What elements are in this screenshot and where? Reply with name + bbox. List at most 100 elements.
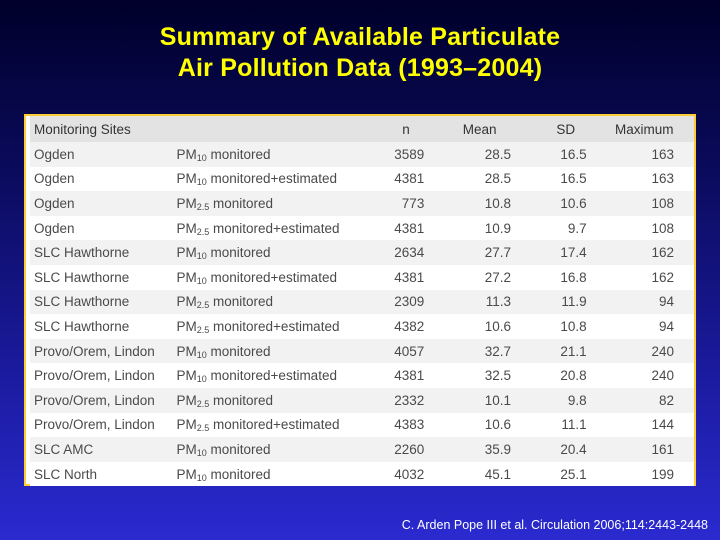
cell-sd: 20.4 [560,441,587,457]
header-sd: SD [556,121,576,137]
cell-maximum: 161 [651,441,674,457]
cell-pm-label: PM [176,343,197,359]
cell-site: Ogden [34,146,75,162]
cell-pm-desc: monitored [209,392,274,408]
cell-pm-label: PM [176,417,197,433]
cell-pm-size: 10 [196,374,207,385]
cell-sd: 16.5 [560,146,587,162]
cell-site: SLC North [34,466,98,482]
table-row: Ogden PM10 monitored+estimated 4381 28.5 16.… [30,166,694,192]
cell-pm-size: 10 [196,251,207,262]
cell-sd: 17.4 [560,245,587,261]
cell-n: 4032 [394,466,425,482]
cell-mean: 27.7 [484,245,512,261]
cell-pollutant: PM10 monitored+estimated [177,265,358,290]
table-row: Provo/Orem, Lindon PM10 monitored 4057 32.7… [30,338,694,364]
cell-pm-size: 10 [196,177,207,188]
cell-pm-desc: monitored+estimated [206,269,337,285]
cell-maximum: 162 [651,245,674,261]
cell-pollutant: PM10 monitored+estimated [177,363,358,388]
cell-mean: 35.9 [484,441,512,457]
table-row: Ogden PM2.5 monitored 773 10.8 10.6 108 [30,191,694,216]
cell-pollutant: PM10 monitored [177,339,358,364]
cell-sd: 25.1 [560,466,587,482]
cell-maximum: 163 [651,171,674,187]
cell-site: SLC Hawthorne [34,318,130,334]
cell-pm-label: PM [176,441,197,457]
cell-site: Provo/Orem, Lindon [34,368,155,384]
header-monitoring-sites: Monitoring Sites [34,121,131,137]
cell-site: SLC AMC [34,441,94,457]
data-table-panel: Monitoring Sites n Mean SD Maximum Ogden… [24,114,696,487]
cell-sd: 9.8 [567,392,587,408]
cell-sd: 11.9 [561,294,587,310]
header-maximum: Maximum [615,121,674,137]
cell-pm-desc: monitored+estimated [209,318,340,334]
pollution-data-table: Monitoring Sites n Mean SD Maximum Ogden… [30,116,694,487]
cell-pollutant: PM10 monitored [177,142,358,167]
cell-pm-label: PM [176,171,197,187]
cell-mean: 45.1 [484,466,512,482]
cell-sd: 11.1 [561,417,587,433]
cell-pm-label: PM [176,146,197,162]
cell-pm-size: 10 [196,472,207,483]
cell-mean: 28.5 [484,146,512,162]
cell-pm-size: 2.5 [196,398,210,409]
cell-mean: 10.6 [484,318,512,334]
cell-mean: 10.8 [484,195,512,211]
cell-sd: 9.7 [567,220,587,236]
cell-pm-size: 10 [196,349,207,360]
table-row: SLC North PM10 monitored 4032 45.1 25.1 199 [30,461,694,487]
cell-maximum: 108 [651,220,674,236]
cell-pm-desc: monitored [206,466,271,482]
cell-mean: 10.1 [484,392,512,408]
cell-mean: 28.5 [484,171,512,187]
table-row: SLC AMC PM10 monitored 2260 35.9 20.4 161 [30,437,694,462]
header-n: n [402,121,410,137]
cell-mean: 27.2 [484,269,512,285]
cell-n: 4383 [394,417,425,433]
cell-sd: 10.6 [560,195,587,211]
cell-pm-size: 2.5 [196,226,210,237]
cell-n: 4381 [394,269,425,285]
cell-pm-desc: monitored [206,245,271,261]
cell-maximum: 162 [651,269,674,285]
table-row: SLC Hawthorne PM2.5 monitored+estimated 43… [30,314,694,339]
table-header-row: Monitoring Sites n Mean SD Maximum [30,116,694,142]
table-row: SLC Hawthorne PM10 monitored+estimated 438… [30,264,694,290]
cell-sd: 16.5 [560,171,587,187]
cell-pm-label: PM [176,466,197,482]
cell-pm-desc: monitored+estimated [206,368,337,384]
cell-site: Provo/Orem, Lindon [34,343,155,359]
cell-pm-size: 10 [196,447,207,458]
cell-n: 4381 [394,171,425,187]
cell-n: 773 [401,195,425,211]
cell-site: Ogden [34,220,75,236]
cell-pm-desc: monitored+estimated [209,417,340,433]
cell-mean: 32.7 [484,343,512,359]
cell-site: SLC Hawthorne [34,245,130,261]
cell-mean: 11.3 [485,294,512,310]
cell-pm-size: 2.5 [196,201,210,212]
cell-pm-desc: monitored+estimated [206,171,337,187]
cell-n: 2332 [394,392,425,408]
cell-maximum: 240 [651,368,674,384]
cell-pm-desc: monitored [206,343,271,359]
cell-mean: 10.9 [484,220,512,236]
cell-site: Ogden [34,171,75,187]
cell-sd: 20.8 [560,368,587,384]
cell-sd: 21.1 [560,343,587,359]
cell-pm-size: 2.5 [196,324,210,335]
cell-n: 2634 [394,245,425,261]
cell-pm-label: PM [176,294,197,310]
cell-pollutant: PM2.5 monitored+estimated [177,314,358,339]
cell-pollutant: PM10 monitored+estimated [177,167,358,192]
cell-site: Ogden [34,195,75,211]
cell-maximum: 199 [651,466,674,482]
slide-title-line-2: Air Pollution Data (1993–2004) [177,54,543,82]
cell-pm-size: 2.5 [196,300,210,311]
slide-title: Summary of Available Particulate Air Pol… [0,22,720,84]
cell-n: 4057 [394,343,425,359]
cell-pollutant: PM2.5 monitored [177,191,358,216]
cell-pm-label: PM [176,195,197,211]
